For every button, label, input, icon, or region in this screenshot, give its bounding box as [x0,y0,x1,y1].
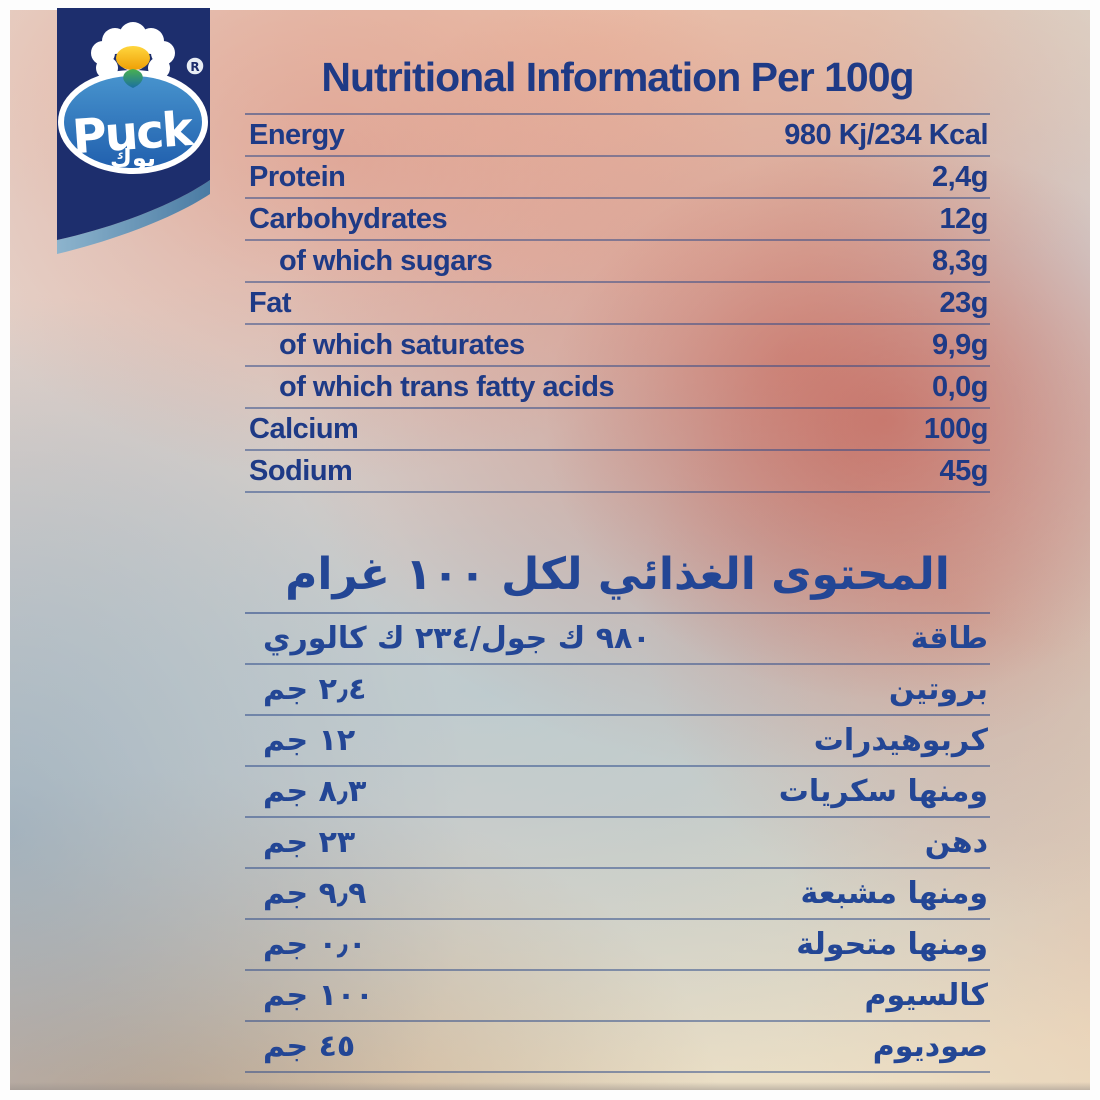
row-value: ٩٨٠ ك جول/٢٣٤ ك كالوري [263,621,651,656]
row-label: of which saturates [279,328,525,361]
puck-logo-graphic: Puck بوك R [57,8,210,254]
nutrition-title-en: Nutritional Information Per 100g [245,54,990,116]
row-carbohydrates-en: Carbohydrates 12g [245,199,990,242]
row-value: ٨٫٣ جم [263,774,367,809]
row-value: 8,3g [931,244,989,277]
row-label: ومنها متحولة [796,927,988,962]
row-sugars-en: of which sugars 8,3g [245,241,990,284]
puck-logo: Puck بوك R [57,8,210,254]
row-label: ومنها سكريات [778,774,988,809]
row-value: ٤٥ جم [263,1029,356,1064]
row-label: Energy [249,118,345,151]
row-value: 980 Kj/234 Kcal [784,118,988,151]
row-value: 9,9g [931,328,989,361]
row-label: of which trans fatty acids [279,370,615,403]
row-label: دهن [924,825,988,860]
row-label: كالسيوم [864,978,988,1013]
row-fat-ar: دهن ٢٣ جم [245,818,990,869]
row-label: كربوهيدرات [813,723,988,758]
flower-leaf [123,69,143,88]
row-label: Carbohydrates [249,202,448,235]
row-value: ٠٫٠ جم [263,927,367,962]
row-protein-en: Protein 2,4g [245,157,990,200]
row-value: 12g [939,202,989,235]
row-value: 100g [923,412,989,445]
row-value: 0,0g [931,370,989,403]
row-label: بروتين [888,672,988,707]
row-sugars-ar: ومنها سكريات ٨٫٣ جم [245,767,990,818]
flower-center [116,46,150,70]
row-trans-fatty-acids-ar: ومنها متحولة ٠٫٠ جم [245,920,990,971]
row-label: Protein [249,160,346,193]
row-value: ٢٫٤ جم [263,672,367,707]
registered-mark: R [185,56,205,76]
row-label: طاقة [910,621,988,656]
row-value: ١٢ جم [263,723,356,758]
row-saturates-en: of which saturates 9,9g [245,325,990,368]
row-label: صوديوم [872,1029,988,1064]
puck-wordmark: Puck [71,102,197,165]
row-value: ٩٫٩ جم [263,876,367,911]
oval-blue [64,76,202,168]
row-protein-ar: بروتين ٢٫٤ جم [245,665,990,716]
row-value: 23g [939,286,989,319]
svg-text:R: R [190,60,199,74]
row-value: 2,4g [931,160,989,193]
row-label: Calcium [249,412,359,445]
nutrition-table-en: Nutritional Information Per 100g Energy … [245,54,990,494]
row-calcium-ar: كالسيوم ١٠٠ جم [245,971,990,1022]
row-label: ومنها مشبعة [800,876,988,911]
row-sodium-ar: صوديوم ٤٥ جم [245,1022,990,1073]
row-energy-en: Energy 980 Kj/234 Kcal [245,115,990,158]
row-trans-fatty-acids-en: of which trans fatty acids 0,0g [245,367,990,410]
row-label: Sodium [249,454,353,487]
row-value: ١٠٠ جم [263,978,374,1013]
blurred-product-photo-background: Puck بوك R Nutritional Information Per 1… [10,8,1090,1090]
row-sodium-en: Sodium 45g [245,451,990,494]
row-value: 45g [939,454,989,487]
row-calcium-en: Calcium 100g [245,409,990,452]
nutrition-title-ar: المحتوى الغذائي لكل ١٠٠ غرام [245,547,990,614]
row-saturates-ar: ومنها مشبعة ٩٫٩ جم [245,869,990,920]
banner-ribbon [57,180,210,254]
row-carbohydrates-ar: كربوهيدرات ١٢ جم [245,716,990,767]
row-label: of which sugars [279,244,493,277]
row-label: Fat [249,286,292,319]
daisy-flower-icon [91,22,175,88]
puck-wordmark-arabic: بوك [110,144,156,172]
nutrition-table-ar: المحتوى الغذائي لكل ١٠٠ غرام طاقة ٩٨٠ ك … [245,547,990,1073]
row-energy-ar: طاقة ٩٨٠ ك جول/٢٣٤ ك كالوري [245,614,990,665]
row-fat-en: Fat 23g [245,283,990,326]
row-value: ٢٣ جم [263,825,356,860]
